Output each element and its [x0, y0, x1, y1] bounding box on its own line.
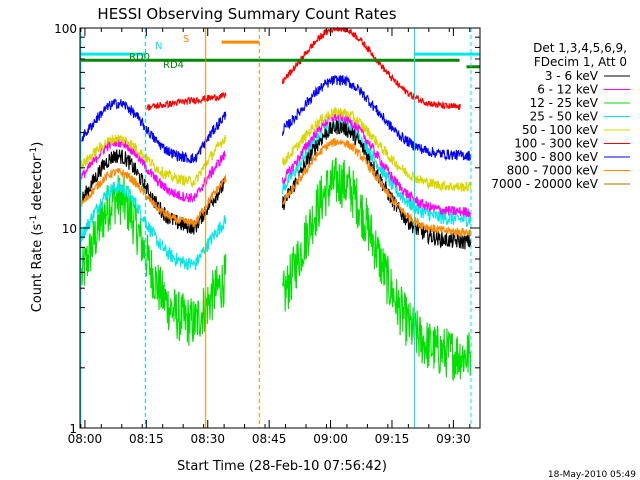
legend-label: 6 - 12 keV	[537, 83, 599, 97]
chart-title: HESSI Observing Summary Count Rates	[97, 5, 396, 23]
axis-ticks: 08:00 08:15 08:30 08:45 09:00 09:15 09:30 1 10 10…	[54, 22, 480, 446]
observing-flags-layer: N S RD0 RD4	[80, 34, 480, 71]
legend-label: 50 - 100 keV	[522, 123, 599, 137]
series-line-100-300keV	[146, 26, 461, 111]
flag-label-rd0: RD0	[129, 52, 150, 63]
series-line-6-12keV	[81, 110, 472, 218]
data-layer	[81, 26, 472, 382]
x-tick-label: 09:00	[313, 432, 348, 446]
timestamp: 18-May-2010 05:49	[548, 470, 636, 480]
x-tick-label: 08:00	[68, 432, 103, 446]
x-tick-label: 09:15	[375, 432, 410, 446]
x-tick-label: 08:45	[252, 432, 287, 446]
legend-label: 7000 - 20000 keV	[491, 177, 598, 191]
y-tick-label: 10	[62, 222, 77, 236]
y-label-exponent: -1	[29, 215, 39, 224]
x-axis-label: Start Time (28-Feb-10 07:56:42)	[177, 459, 387, 474]
y-label-part: Count Rate (s	[30, 224, 45, 313]
flag-label-n: N	[155, 41, 162, 52]
x-tick-label: 09:30	[436, 432, 471, 446]
x-tick-label: 08:15	[129, 432, 164, 446]
legend-label: 3 - 6 keV	[545, 69, 599, 83]
y-tick-label: 100	[54, 22, 77, 36]
legend-label: 800 - 7000 keV	[507, 164, 599, 178]
legend-title-line: FDecim 1, Att 0	[534, 55, 627, 69]
flag-label-s: S	[183, 34, 189, 45]
series-line-12-25keV	[81, 157, 472, 382]
legend-title-line: Det 1,3,4,5,6,9,	[533, 41, 627, 55]
y-label-exponent: -1	[29, 147, 39, 156]
series-line-50-100keV	[81, 107, 472, 192]
y-tick-label: 1	[69, 422, 77, 436]
y-label-part: detector	[30, 155, 45, 215]
series-line-300-800keV	[81, 74, 472, 164]
series-line-800-7000keV	[81, 138, 472, 238]
y-label-part: )	[30, 142, 45, 147]
legend-label: 12 - 25 keV	[530, 96, 599, 110]
legend-label: 25 - 50 keV	[530, 110, 599, 124]
y-axis-label: Count Rate (s-1 detector-1)	[29, 142, 45, 313]
legend: Det 1,3,4,5,6,9, FDecim 1, Att 0 3 - 6 k…	[491, 41, 630, 191]
flag-label-rd4: RD4	[163, 60, 184, 71]
x-tick-label: 08:30	[190, 432, 225, 446]
legend-label: 300 - 800 keV	[514, 150, 598, 164]
legend-label: 100 - 300 keV	[514, 137, 598, 151]
